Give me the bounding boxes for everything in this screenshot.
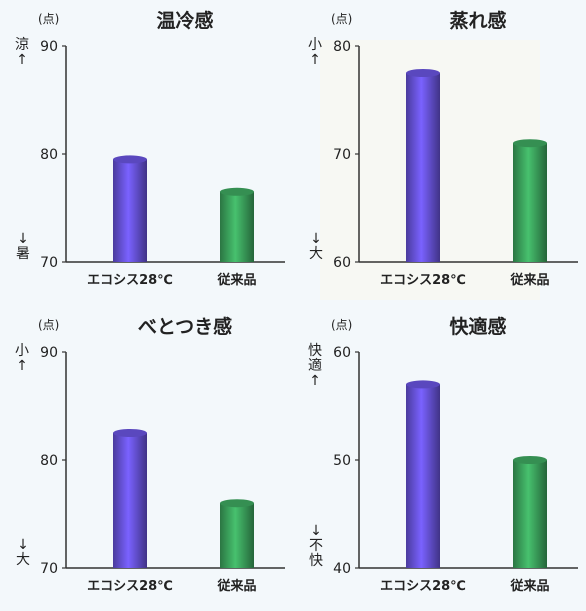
unit-label: (点) <box>331 12 353 26</box>
chart-panel-thermal: (点) 温冷感 涼↑ ↓暑 70 80 90 エコシス28℃ 従来品 <box>0 0 293 305</box>
chart-title: 快適感 <box>449 316 507 338</box>
bar-top-cap <box>220 499 254 508</box>
y-tick-label: 60 <box>333 345 351 361</box>
bottom-direction-label: ↓不快 <box>309 523 323 569</box>
bar-conventional <box>220 191 254 262</box>
bar-top-cap <box>513 139 547 148</box>
bar-conventional <box>513 460 547 568</box>
bar-top-cap <box>406 380 440 389</box>
bar-top-cap <box>220 187 254 196</box>
chart-panel-comfort: (点) 快適感 快適↑ ↓不快 40 50 60 エコシス28℃ 従来品 <box>293 306 586 611</box>
chart-panel-stickiness: (点) べとつき感 小↑ ↓大 70 80 90 エコシス28℃ 従来品 <box>0 306 293 611</box>
y-tick-label: 80 <box>40 147 58 163</box>
unit-label: (点) <box>38 12 60 26</box>
x-category-label: 従来品 <box>509 272 549 288</box>
bar-top-cap <box>113 155 147 164</box>
x-category-label: 従来品 <box>509 578 549 594</box>
bar-chart-svg: 60 70 80 エコシス28℃ 従来品 <box>333 39 578 288</box>
x-category-label: 従来品 <box>216 578 256 594</box>
x-category-label: エコシス28℃ <box>380 273 466 288</box>
x-category-label: エコシス28℃ <box>380 579 466 594</box>
bar-top-cap <box>513 456 547 464</box>
y-tick-label: 70 <box>40 255 58 271</box>
bar-conventional <box>220 503 254 568</box>
y-tick-label: 70 <box>333 147 351 163</box>
y-tick-label: 90 <box>40 345 58 361</box>
bar-conventional <box>513 143 547 262</box>
y-tick-label: 90 <box>40 39 58 55</box>
bar-ecosys <box>113 433 147 568</box>
top-direction-label: 小↑ <box>15 343 29 374</box>
y-tick-label: 40 <box>333 561 351 577</box>
y-tick-label: 60 <box>333 255 351 271</box>
y-tick-label: 80 <box>40 453 58 469</box>
chart-panel-mugginess: (点) 蒸れ感 小↑ ↓大 60 70 80 エコシス28℃ 従来品 <box>293 0 586 305</box>
bar-chart-svg: 70 80 90 エコシス28℃ 従来品 <box>40 39 285 288</box>
x-category-label: エコシス28℃ <box>87 579 173 594</box>
bar-top-cap <box>406 69 440 77</box>
bar-ecosys <box>406 384 440 568</box>
chart-title: 蒸れ感 <box>449 10 507 32</box>
bar-ecosys <box>406 73 440 262</box>
x-category-label: エコシス28℃ <box>87 273 173 288</box>
top-direction-label: 小↑ <box>308 37 322 68</box>
top-direction-label: 涼↑ <box>15 37 29 68</box>
y-tick-label: 70 <box>40 561 58 577</box>
chart-title: 温冷感 <box>156 10 214 32</box>
top-direction-label: 快適↑ <box>308 343 322 389</box>
bar-top-cap <box>113 429 147 437</box>
x-category-label: 従来品 <box>216 272 256 288</box>
bottom-direction-label: ↓暑 <box>16 231 30 262</box>
bar-chart-svg: 40 50 60 エコシス28℃ 従来品 <box>333 345 578 594</box>
bar-chart-svg: 70 80 90 エコシス28℃ 従来品 <box>40 345 285 594</box>
unit-label: (点) <box>331 318 353 332</box>
y-tick-label: 50 <box>333 453 351 469</box>
unit-label: (点) <box>38 318 60 332</box>
bar-ecosys <box>113 159 147 262</box>
y-tick-label: 80 <box>333 39 351 55</box>
chart-title: べとつき感 <box>137 316 233 338</box>
bottom-direction-label: ↓大 <box>309 231 323 262</box>
bottom-direction-label: ↓大 <box>16 537 30 568</box>
